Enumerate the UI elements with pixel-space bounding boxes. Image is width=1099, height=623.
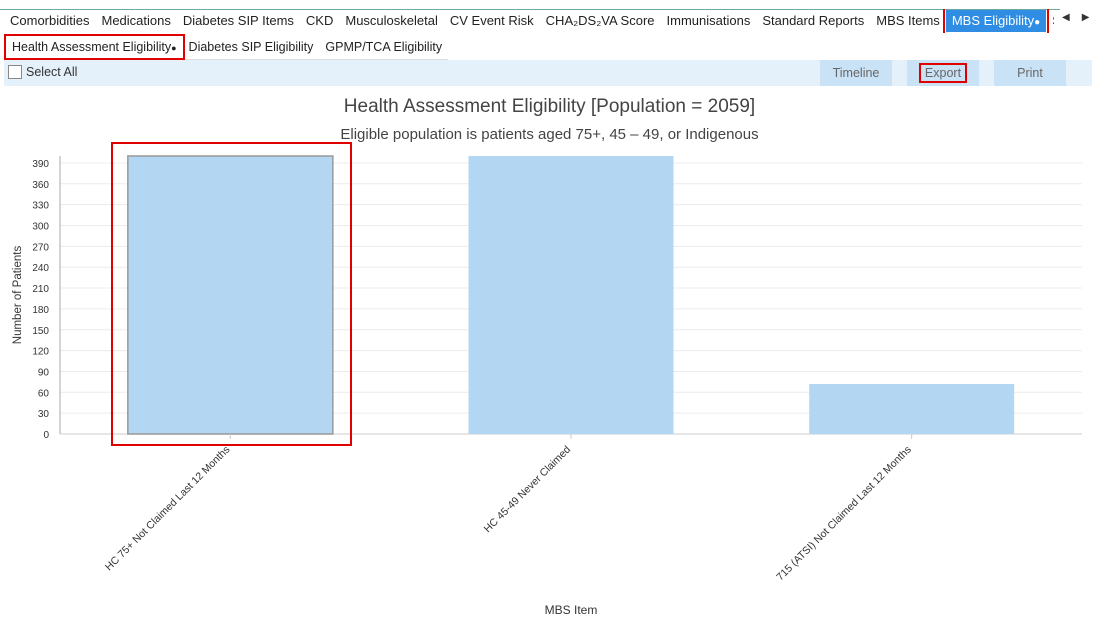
chart-title: Health Assessment Eligibility [Populatio…	[343, 96, 756, 117]
export-button[interactable]: Export	[907, 60, 979, 86]
bar[interactable]	[468, 156, 674, 434]
tab-cha-ds-va-score[interactable]: CHA₂DS₂VA Score	[540, 10, 661, 32]
y-tick-label: 120	[32, 347, 49, 358]
scroll-left-icon[interactable]: ◀	[1062, 12, 1070, 23]
y-tick-label: 0	[43, 430, 49, 441]
sub-tab-bar: Health Assessment Eligibility● Diabetes S…	[4, 34, 449, 60]
scroll-right-icon[interactable]: ▶	[1081, 12, 1090, 23]
y-tick-label: 240	[32, 263, 49, 274]
tab-mbs-items[interactable]: MBS Items	[870, 10, 946, 32]
tab-label: Diabetes SIP Items	[182, 13, 294, 28]
tab-label: Sexual Health	[1052, 13, 1054, 28]
tab-sexual-health[interactable]: Sexual Health	[1046, 10, 1054, 32]
x-axis-label: MBS Item	[545, 603, 598, 617]
y-tick-label: 30	[38, 409, 50, 420]
y-axis-label: Number of Patients	[12, 246, 24, 345]
tab-label: MBS Eligibility	[951, 13, 1035, 28]
bar[interactable]	[809, 383, 1015, 434]
toolbar: Select All Timeline Export Print	[4, 60, 1092, 86]
tab-label: CV Event Risk	[449, 13, 534, 28]
x-tick-label: HC 75+ Not Claimed Last 12 Months	[103, 444, 233, 574]
x-tick-label: HC 45-49 Never Claimed	[482, 444, 574, 536]
tab-label: CKD	[305, 13, 334, 28]
select-all-label: Select All	[26, 65, 78, 79]
tab-label: MBS Items	[876, 13, 940, 28]
x-tick-label: 715 (ATSI) Not Claimed Last 12 Months	[774, 444, 914, 584]
subtab-health-assessment-eligibility[interactable]: Health Assessment Eligibility●	[4, 34, 185, 60]
y-tick-label: 330	[32, 201, 49, 212]
y-tick-label: 90	[38, 367, 50, 378]
tab-label: Medications	[101, 13, 171, 28]
y-tick-label: 360	[32, 180, 49, 191]
subtab-label: Health Assessment Eligibility	[12, 40, 172, 54]
subtab-diabetes-sip-eligibility[interactable]: Diabetes SIP Eligibility	[183, 36, 320, 58]
y-tick-label: 390	[32, 159, 49, 170]
tab-comorbidities[interactable]: Comorbidities	[4, 10, 95, 32]
tab-medications[interactable]: Medications	[95, 10, 176, 32]
tab-standard-reports[interactable]: Standard Reports	[756, 10, 870, 32]
timeline-button[interactable]: Timeline	[820, 60, 892, 86]
tab-immunisations[interactable]: Immunisations	[661, 10, 757, 32]
tab-cv-event-risk[interactable]: CV Event Risk	[444, 10, 540, 32]
tab-musculoskeletal[interactable]: Musculoskeletal	[339, 10, 444, 32]
y-tick-label: 300	[32, 222, 49, 233]
tab-ckd[interactable]: CKD	[300, 10, 339, 32]
tab-mbs-eligibility[interactable]: MBS Eligibility●	[942, 9, 1050, 33]
bar[interactable]	[127, 155, 334, 435]
timeline-label: Timeline	[832, 66, 880, 80]
print-button[interactable]: Print	[994, 60, 1066, 86]
tab-label: Comorbidities	[10, 13, 90, 28]
main-tab-bar: Comorbidities Medications Diabetes SIP Ite…	[4, 9, 1054, 33]
export-label: Export	[918, 63, 968, 83]
highlight-box	[111, 142, 352, 446]
y-tick-label: 150	[32, 326, 49, 337]
top-divider	[0, 6, 1060, 10]
y-tick-label: 210	[32, 284, 49, 295]
subtab-label: Diabetes SIP Eligibility	[188, 40, 314, 54]
active-dot-icon: ●	[171, 43, 177, 53]
subtab-gpmp-tca-eligibility[interactable]: GPMP/TCA Eligibility	[319, 36, 448, 58]
chart-subtitle: Eligible population is patients aged 75+…	[340, 126, 759, 143]
tab-label: Standard Reports	[762, 13, 865, 28]
active-dot-icon: ●	[1034, 17, 1041, 28]
print-label: Print	[1017, 66, 1043, 80]
y-tick-label: 180	[32, 305, 49, 316]
tab-scroll-controls: ◀ ▶	[1062, 12, 1089, 23]
y-tick-label: 270	[32, 242, 49, 253]
tab-diabetes-sip-items[interactable]: Diabetes SIP Items	[177, 10, 300, 32]
subtab-label: GPMP/TCA Eligibility	[325, 40, 443, 54]
tab-label: Immunisations	[666, 13, 751, 28]
tab-label: CHA₂DS₂VA Score	[545, 13, 655, 28]
y-tick-label: 60	[38, 388, 50, 399]
select-all[interactable]: Select All	[8, 65, 77, 79]
tab-label: Musculoskeletal	[345, 13, 438, 28]
select-all-checkbox[interactable]	[8, 65, 22, 79]
